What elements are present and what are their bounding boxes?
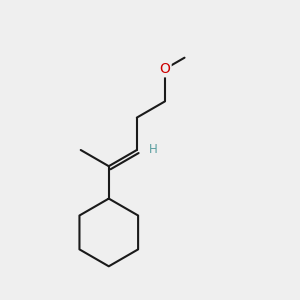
Text: O: O bbox=[159, 62, 170, 76]
Text: H: H bbox=[148, 143, 158, 157]
